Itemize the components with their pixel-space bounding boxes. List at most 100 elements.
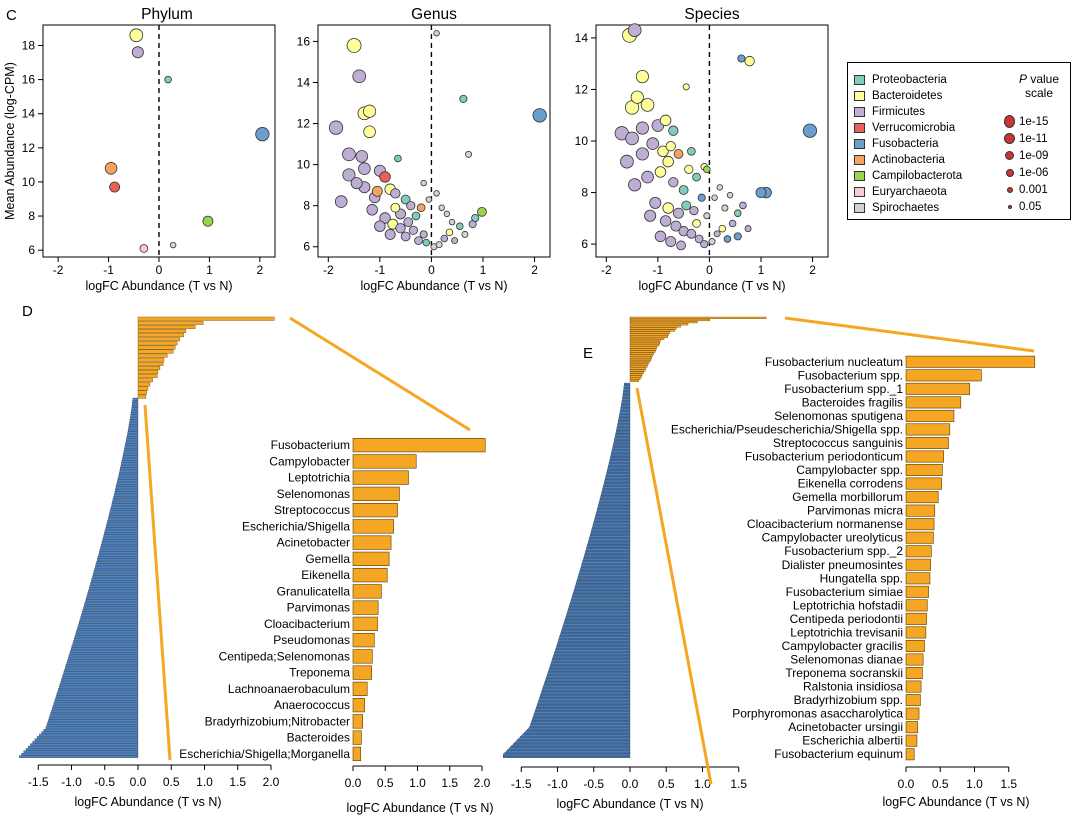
- genus-bars-overview-neg-bar: [47, 721, 139, 725]
- genus-bars-overview-neg-bar: [65, 666, 139, 670]
- species-bars-overview-pos-bar: [629, 318, 710, 322]
- species-bars-overview-neg-bar: [615, 433, 631, 435]
- species-bars-overview-neg-bar: [602, 489, 631, 492]
- species-bars-category-label: Bacteroides fragilis: [802, 395, 903, 409]
- legend-item-spirochaetes: Spirochaetes: [854, 201, 939, 214]
- species-bars-overview-neg-bar: [581, 564, 631, 567]
- genus-point: [390, 202, 401, 213]
- legend-swatch: [854, 202, 865, 213]
- species-bars-chart: -1.5 -1.0 -0.5 0.0 0.5 1.0 1.5 logFC Abundance …: [502, 316, 1036, 811]
- legend-swatch: [854, 122, 865, 133]
- species-bars-overview-neg-bar: [623, 387, 631, 389]
- species-bars-bar: [905, 355, 1036, 368]
- genus-bars-overview-neg-bar: [76, 628, 139, 631]
- species-bars-overview-pos-bar: [629, 375, 642, 378]
- genus-bars-overview-neg-bar: [95, 563, 139, 566]
- species-point: [630, 90, 644, 104]
- genus-bars-overview-neg-bar: [125, 443, 139, 446]
- genus-bars-overview-neg-bar: [130, 417, 139, 420]
- species-bars-overview-neg-bar: [600, 493, 631, 496]
- species-bars-overview-neg-bar: [602, 488, 631, 490]
- species-bars-overview-neg-bar: [528, 727, 631, 730]
- species-point: [662, 155, 674, 168]
- species-bars-overview-neg-bar: [594, 516, 631, 519]
- genus-bars-overview-pos-bar: [137, 325, 196, 329]
- genus-bars-overview-neg-bar: [86, 594, 139, 598]
- species-bars-overview-neg-bar: [616, 426, 631, 428]
- genus-bars-zoom-x-tick-label: 0.0: [345, 776, 362, 790]
- genus-bars-category-label: Bacteroides: [287, 731, 350, 745]
- genus-bars-overview-pos-bar: [137, 370, 159, 374]
- genus-bars-overview-neg-bar: [118, 474, 139, 478]
- species-x-tick-label: 2: [809, 263, 816, 277]
- species-bars-overview-neg-bar: [623, 390, 631, 392]
- species-bars-overview-pos-bar: [629, 348, 657, 351]
- species-bars-overview-neg-bar: [512, 743, 631, 746]
- species-y-tick-label: 6: [581, 237, 588, 251]
- species-bars-overview-pos-bar: [629, 327, 677, 330]
- legend-label: Verrucomicrobia: [872, 121, 956, 134]
- genus-point: [371, 185, 383, 197]
- genus-bars-overview-neg-bar: [63, 671, 139, 674]
- genus-bars-overview-neg-bar: [125, 441, 139, 444]
- species-bars-overview-neg-bar: [597, 505, 631, 508]
- genus-bars-overview-neg-bar: [70, 649, 139, 653]
- species-point: [692, 172, 701, 182]
- genus-bars-category-label: Bradyrhizobium;Nitrobacter: [205, 714, 350, 728]
- pvalue-label: 1e-06: [1019, 166, 1049, 179]
- species-point: [733, 232, 742, 241]
- species-bars-overview-pos-bar: [629, 337, 665, 340]
- genus-bars-overview-neg-bar: [115, 489, 139, 492]
- genus-bars-overview-neg-bar: [110, 508, 139, 511]
- genus-bars-overview-neg-bar: [58, 685, 139, 689]
- phylum-y-tick-label: 16: [22, 73, 36, 87]
- genus-x-tick-label: 2: [531, 263, 538, 277]
- species-point: [711, 194, 718, 201]
- genus-bars-overview-neg-bar: [79, 621, 139, 624]
- species-bars-overview-neg-bar: [573, 591, 631, 594]
- species-bars-overview-neg-bar: [591, 529, 631, 532]
- species-point: [694, 234, 704, 244]
- genus-bars-category-label: Treponema: [289, 666, 350, 680]
- species-point: [681, 200, 692, 211]
- genus-point: [366, 204, 378, 216]
- species-bars-overview-neg-bar: [534, 710, 631, 712]
- species-point: [668, 177, 679, 188]
- species-bars-overview-neg-bar: [533, 714, 631, 717]
- genus-bars-overview-x-tick-label: 2.0: [263, 775, 280, 789]
- legend-label: Campilobacterota: [872, 169, 963, 182]
- panel-label-e: E: [583, 345, 593, 362]
- species-bars-overview-pos-bar: [629, 333, 669, 336]
- phylum-point: [164, 75, 172, 84]
- genus-bars-overview-neg-bar: [41, 731, 139, 734]
- species-bars-bar: [905, 504, 936, 517]
- species-bars-overview-neg-bar: [542, 688, 631, 691]
- species-bars-overview-neg-bar: [603, 483, 631, 486]
- species-y-tick-label: 12: [575, 82, 589, 96]
- phylum-y-tick-label: 14: [22, 107, 36, 121]
- species-bars-overview-neg-bar: [592, 525, 631, 528]
- species-bars-overview-neg-bar: [560, 633, 631, 636]
- species-point: [703, 165, 711, 174]
- genus-bars-overview-pos-bar: [137, 386, 149, 391]
- species-bars-category-label: Escherichia albertii: [802, 734, 903, 748]
- species-bars-overview-neg-bar: [502, 756, 631, 759]
- species-bars-bar: [905, 491, 939, 504]
- genus-bars-overview-neg-bar: [21, 753, 139, 756]
- species-bars-overview-neg-bar: [606, 470, 631, 473]
- genus-point: [400, 194, 411, 205]
- genus-bars-overview-neg-bar: [36, 736, 139, 739]
- genus-bars-category-label: Centipeda;Selenomonas: [219, 649, 350, 663]
- species-bars-overview-neg-bar: [566, 615, 631, 617]
- species-bars-overview-neg-bar: [561, 628, 631, 630]
- genus-bars-overview-pos-bar: [137, 390, 147, 395]
- species-bars-overview-neg-bar: [606, 472, 631, 474]
- pvalue-title-line2: scale: [1024, 86, 1053, 100]
- genus-point: [433, 30, 440, 37]
- species-bars-bar: [905, 748, 915, 761]
- genus-bars-category-label: Pseudomonas: [273, 633, 350, 647]
- genus-bars-overview-neg-bar: [88, 589, 139, 593]
- species-bars-bar: [905, 464, 943, 477]
- species-bars-overview-neg-bar: [576, 581, 631, 584]
- genus-bars-overview-neg-bar: [71, 647, 139, 650]
